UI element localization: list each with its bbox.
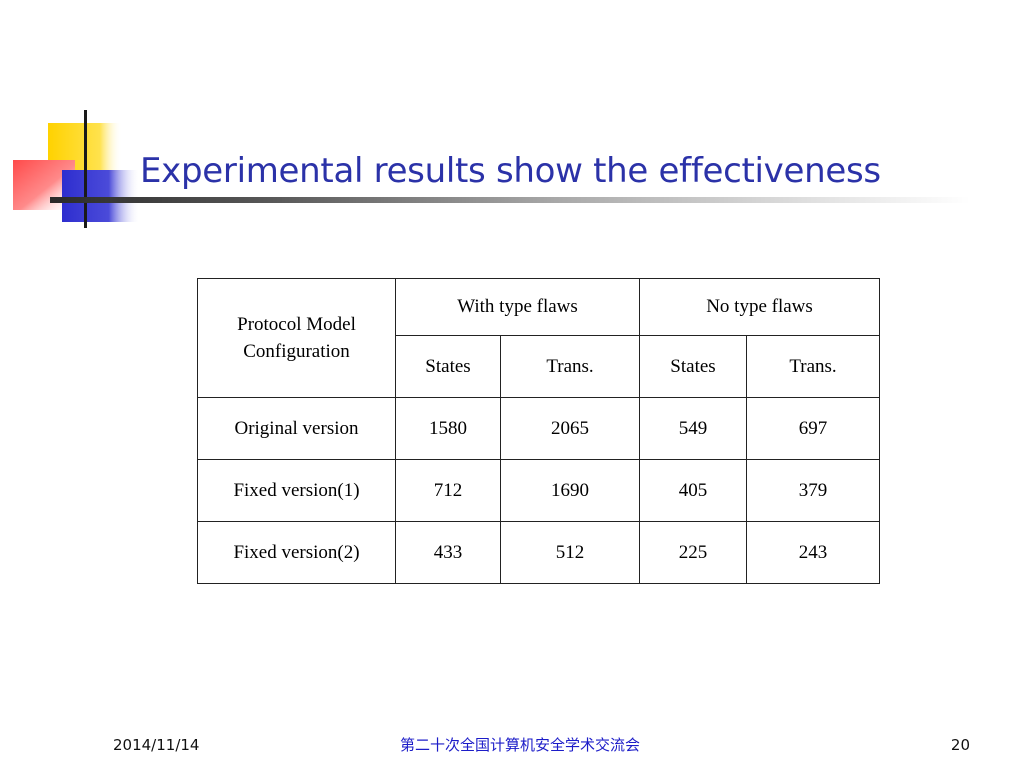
subheader-trans-with-flaws: Trans. [500, 335, 640, 398]
deco-vertical-line [84, 110, 87, 228]
cell-value: 379 [746, 459, 880, 522]
footer-date: 2014/11/14 [113, 736, 200, 754]
table-header-row: Protocol Model Configuration With type f… [197, 278, 880, 398]
header-protocol-model-line2: Configuration [243, 341, 350, 362]
row-label: Fixed version(2) [197, 521, 396, 584]
footer-page-number: 20 [950, 736, 970, 754]
results-table: Protocol Model Configuration With type f… [197, 278, 880, 584]
deco-blue-square [62, 170, 140, 222]
corner-decoration-graphic [13, 110, 140, 228]
slide-title: Experimental results show the effectiven… [140, 151, 881, 191]
header-protocol-model-line1: Protocol Model [237, 314, 356, 335]
subheader-states-no-flaws: States [639, 335, 747, 398]
table-row: Original version 1580 2065 549 697 [197, 397, 880, 460]
cell-value: 433 [395, 521, 501, 584]
cell-value: 712 [395, 459, 501, 522]
cell-value: 243 [746, 521, 880, 584]
footer-conference-name: 第二十次全国计算机安全学术交流会 [400, 736, 641, 754]
header-protocol-model: Protocol Model Configuration [197, 278, 396, 398]
cell-value: 512 [500, 521, 640, 584]
cell-value: 2065 [500, 397, 640, 460]
cell-value: 225 [639, 521, 747, 584]
header-no-type-flaws: No type flaws [639, 278, 880, 336]
cell-value: 697 [746, 397, 880, 460]
cell-value: 1580 [395, 397, 501, 460]
header-with-type-flaws: With type flaws [395, 278, 640, 336]
cell-value: 549 [639, 397, 747, 460]
cell-value: 405 [639, 459, 747, 522]
table-subheader-row: States Trans. States Trans. [198, 335, 880, 398]
subheader-states-with-flaws: States [395, 335, 501, 398]
table-row: Fixed version(2) 433 512 225 243 [197, 521, 880, 584]
row-label: Fixed version(1) [197, 459, 396, 522]
title-underline [50, 197, 970, 203]
subheader-trans-no-flaws: Trans. [746, 335, 880, 398]
table-row: Fixed version(1) 712 1690 405 379 [197, 459, 880, 522]
row-label: Original version [197, 397, 396, 460]
cell-value: 1690 [500, 459, 640, 522]
